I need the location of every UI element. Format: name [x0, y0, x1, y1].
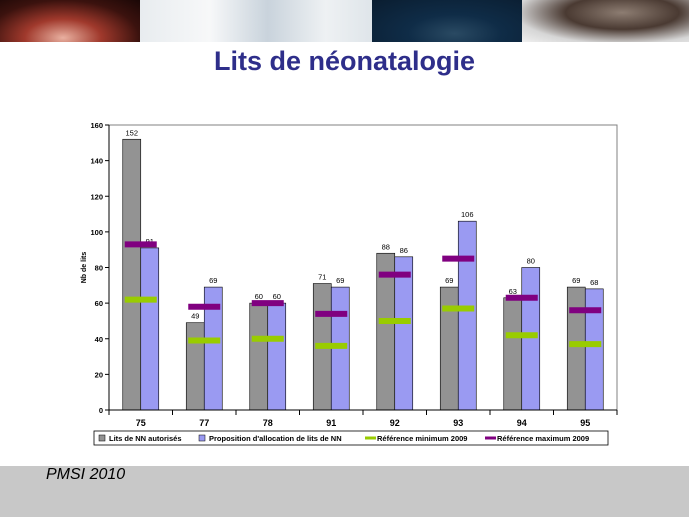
- bar-lits-autorises: [185, 322, 205, 411]
- y-tick-label: 140: [90, 157, 103, 166]
- y-axis-label: Nb de lits: [81, 252, 88, 284]
- data-label: 80: [527, 257, 535, 266]
- y-tick-label: 100: [90, 228, 103, 237]
- x-tick-label: 92: [390, 418, 400, 428]
- page-title: Lits de néonatalogie: [213, 46, 476, 76]
- data-label: 60: [273, 292, 281, 301]
- data-label: 69: [336, 276, 344, 285]
- bar-proposition: [457, 220, 477, 411]
- data-label: 63: [509, 287, 517, 296]
- header-banner: [0, 0, 689, 42]
- bar-proposition: [267, 302, 287, 411]
- bar-lits-autorises: [122, 138, 142, 411]
- data-label: 69: [572, 276, 580, 285]
- x-tick-label: 78: [263, 418, 273, 428]
- bar-proposition: [394, 256, 414, 411]
- banner-photo-baby: [140, 0, 372, 42]
- x-tick-label: 93: [453, 418, 463, 428]
- y-tick-label: 160: [90, 121, 103, 130]
- x-tick-label: 95: [580, 418, 590, 428]
- footer-text: PMSI 2010: [46, 466, 126, 483]
- data-label: 152: [125, 128, 138, 137]
- data-label: 71: [318, 273, 326, 282]
- bar-chart-svg: 0 20 40 60 80 100 120 140 160 Nb de lits 75 152 91 77…: [80, 115, 618, 447]
- y-tick-label: 120: [90, 192, 103, 201]
- legend-entry: Référence maximum 2009: [497, 434, 589, 443]
- x-tick-label: 91: [326, 418, 336, 428]
- legend-entry: Proposition d'allocation de lits de NN: [209, 434, 342, 443]
- legend-box: [93, 430, 609, 446]
- bar-proposition: [140, 247, 160, 411]
- legend-swatch: [98, 434, 106, 442]
- y-tick-label: 40: [95, 335, 103, 344]
- y-tick-label: 0: [99, 406, 103, 415]
- footer-bar: [0, 466, 689, 517]
- y-tick-label: 20: [95, 370, 103, 379]
- banner-photo-silhouette: [372, 0, 522, 42]
- plot-area: [108, 124, 618, 411]
- bar-lits-autorises: [503, 297, 523, 411]
- legend-swatch: [198, 434, 206, 442]
- bar-proposition: [584, 288, 604, 411]
- chart: 0 20 40 60 80 100 120 140 160 Nb de lits 75 152 91 77…: [80, 115, 618, 447]
- y-tick-label: 80: [95, 264, 103, 273]
- bar-lits-autorises: [249, 302, 269, 411]
- x-tick-label: 77: [199, 418, 209, 428]
- data-label: 68: [590, 278, 598, 287]
- bar-proposition: [521, 267, 541, 411]
- data-label: 69: [209, 276, 217, 285]
- data-label: 49: [191, 312, 199, 321]
- data-label: 106: [461, 210, 474, 219]
- x-tick-label: 75: [136, 418, 146, 428]
- data-label: 69: [445, 276, 453, 285]
- bar-lits-autorises: [566, 286, 586, 411]
- y-tick-label: 60: [95, 299, 103, 308]
- data-label: 88: [382, 242, 390, 251]
- data-label: 60: [255, 292, 263, 301]
- legend-entry: Référence minimum 2009: [377, 434, 467, 443]
- x-tick-label: 94: [517, 418, 527, 428]
- banner-photo-newborn: [0, 0, 140, 42]
- data-label: 86: [400, 246, 408, 255]
- banner-photo-child: [522, 0, 689, 42]
- legend-entry: Lits de NN autorisés: [109, 434, 182, 443]
